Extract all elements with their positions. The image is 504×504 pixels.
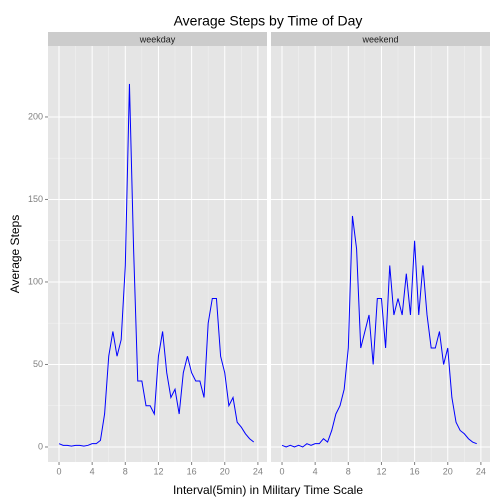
y-tick-label: 150 — [28, 194, 43, 204]
x-tick-label: 8 — [346, 466, 351, 476]
x-tick-label: 4 — [313, 466, 318, 476]
panel-background — [271, 46, 490, 462]
x-tick-label: 16 — [187, 466, 197, 476]
y-tick-label: 0 — [38, 441, 43, 451]
x-tick-label: 4 — [90, 466, 95, 476]
strip-label: weekday — [139, 34, 176, 44]
x-tick-label: 12 — [376, 466, 386, 476]
chart-title: Average Steps by Time of Day — [174, 13, 363, 29]
x-tick-label: 0 — [280, 466, 285, 476]
y-tick-label: 50 — [33, 359, 43, 369]
line-series — [58, 83, 255, 447]
x-tick-label: 16 — [410, 466, 420, 476]
x-tick-label: 0 — [57, 466, 62, 476]
x-tick-label: 20 — [443, 466, 453, 476]
y-axis-label: Average Steps — [8, 215, 22, 294]
x-tick-label: 24 — [476, 466, 486, 476]
x-tick-label: 24 — [253, 466, 263, 476]
x-tick-label: 8 — [123, 466, 128, 476]
x-tick-label: 20 — [220, 466, 230, 476]
x-axis-label: Interval(5min) in Military Time Scale — [173, 483, 363, 497]
line-series — [281, 215, 477, 448]
strip — [271, 32, 490, 46]
strip-label: weekend — [361, 34, 398, 44]
strip — [48, 32, 267, 46]
panel-background — [48, 46, 267, 462]
y-tick-label: 200 — [28, 111, 43, 121]
x-tick-label: 12 — [153, 466, 163, 476]
y-tick-label: 100 — [28, 276, 43, 286]
